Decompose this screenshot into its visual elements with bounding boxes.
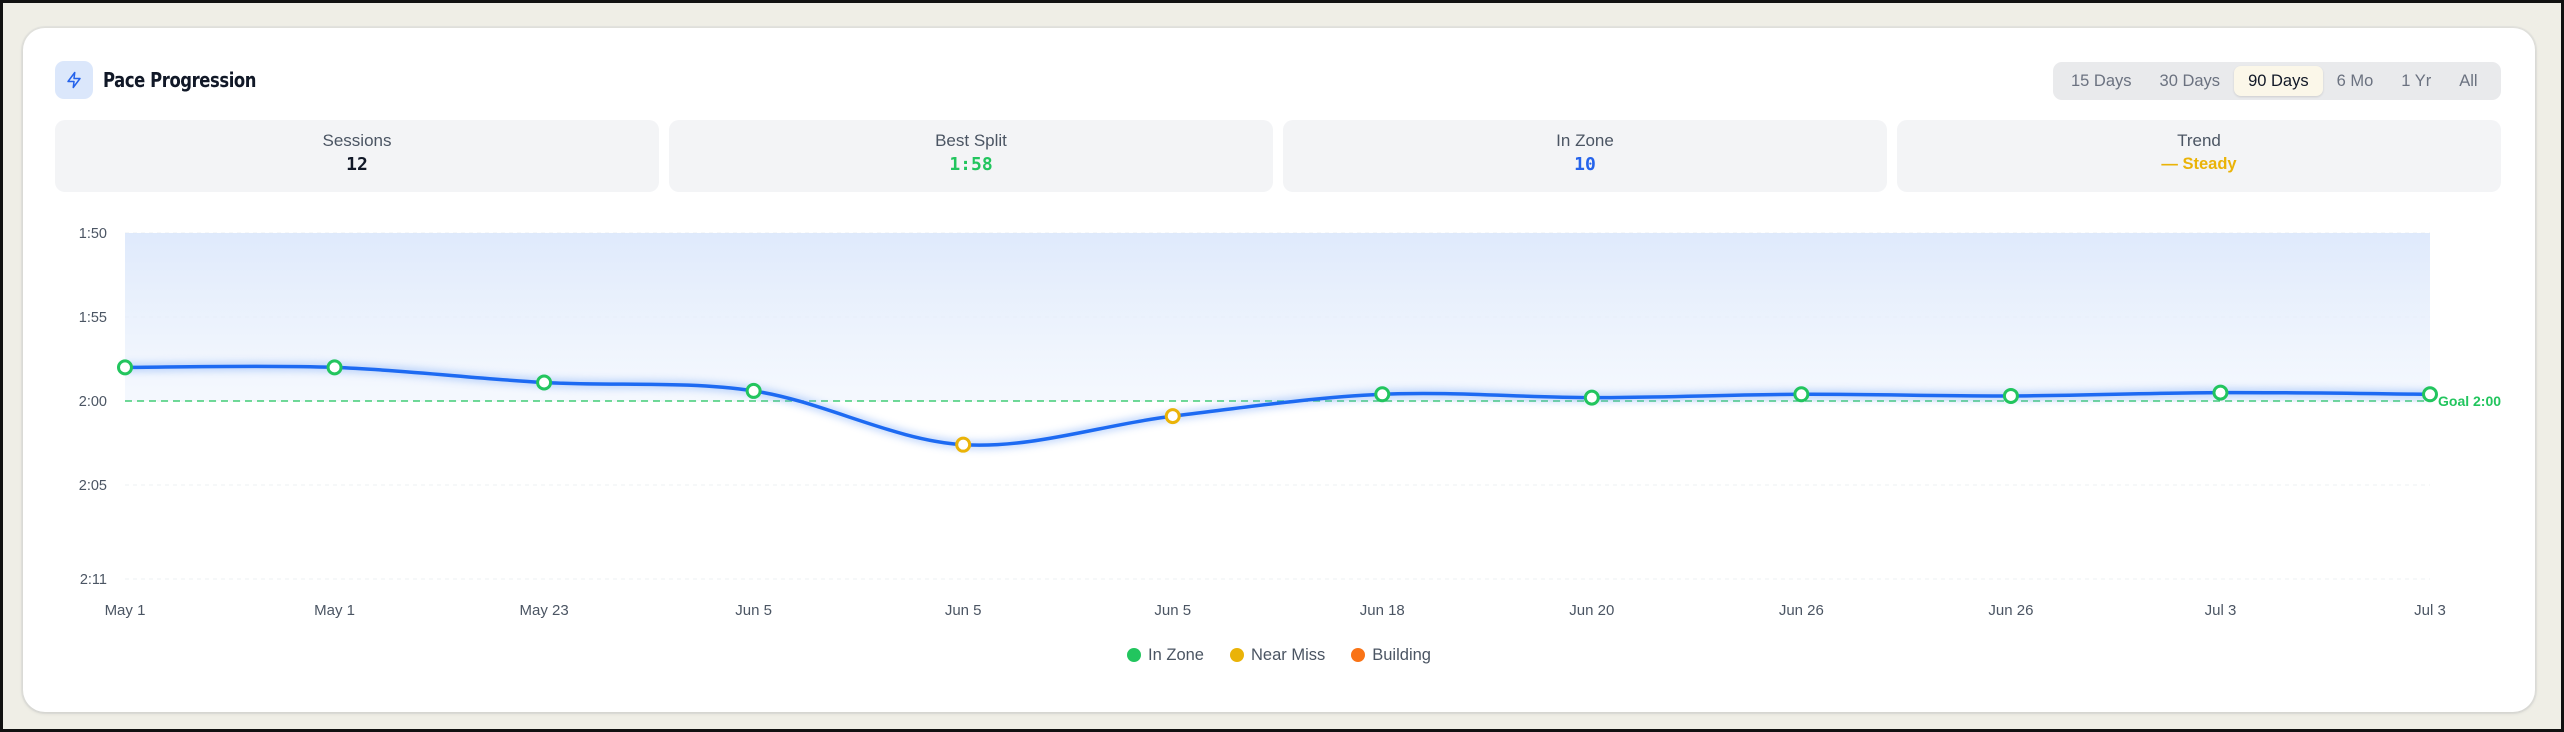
sessions-stat: Sessions 12 — [55, 120, 659, 192]
data-point-2 — [326, 359, 343, 376]
legend-near-miss-label: Near Miss — [1250, 645, 1326, 664]
range-30-days-button[interactable]: 30 Days — [2159, 72, 2221, 90]
y-tick-label: 1:50 — [79, 226, 107, 242]
y-tick-label: 2:00 — [79, 394, 107, 410]
trend-label: Trend — [2177, 131, 2221, 150]
sessions-label: Sessions — [322, 131, 392, 150]
range-90-days-button[interactable]: 90 Days — [2234, 66, 2323, 96]
data-point-3 — [536, 374, 553, 391]
data-point-5 — [955, 436, 972, 453]
trend-stat: Trend — Steady — [1897, 120, 2501, 192]
data-point-12 — [2422, 386, 2438, 403]
legend-in-zone: In Zone — [1127, 643, 1204, 667]
data-point-10 — [2002, 387, 2019, 404]
best-split-label: Best Split — [935, 131, 1007, 150]
building-dot-icon — [1351, 648, 1366, 662]
range-1-year-button[interactable]: 1 Yr — [2401, 72, 2432, 90]
sessions-value: 12 — [346, 154, 368, 175]
time-range-selector: 15 Days 30 Days 90 Days 6 Mo 1 Yr All — [2053, 62, 2501, 100]
legend-near-miss: Near Miss — [1229, 643, 1326, 667]
goal-label: Goal 2:00 — [2438, 393, 2501, 409]
y-tick-label: 2:05 — [79, 478, 107, 494]
pace-chart: Goal 2:00 1:50 1:55 2:00 2:05 2:11 May 1 May … — [79, 226, 2501, 619]
y-tick-label: 1:55 — [79, 310, 107, 326]
data-point-7 — [1374, 386, 1391, 403]
x-tick-label: May 1 — [105, 602, 146, 619]
x-tick-label: Jun 5 — [1154, 602, 1191, 619]
pace-progression-card: Pace Progression 15 Days 30 Days 90 Days… — [23, 28, 2535, 712]
y-tick-label: 2:11 — [80, 572, 107, 588]
x-tick-label: May 1 — [314, 602, 355, 619]
pace-area-fill — [125, 233, 2430, 401]
chart-legend: In Zone Near Miss Building — [23, 643, 2535, 667]
best-split-stat: Best Split 1:58 — [669, 120, 1273, 192]
x-tick-label: Jul 3 — [2414, 602, 2446, 619]
data-point-8 — [1583, 389, 1600, 406]
x-tick-label: Jun 18 — [1360, 602, 1405, 619]
x-tick-label: May 23 — [519, 602, 568, 619]
data-point-4 — [745, 382, 762, 399]
data-point-11 — [2212, 384, 2229, 401]
pace-line — [123, 364, 2432, 447]
x-tick-label: Jun 5 — [945, 602, 982, 619]
x-tick-label: Jun 5 — [735, 602, 772, 619]
legend-building: Building — [1351, 643, 1431, 667]
x-tick-label: Jun 26 — [1779, 602, 1824, 619]
trend-value: — Steady — [2161, 155, 2237, 173]
data-point-1 — [117, 359, 133, 376]
in-zone-dot-icon — [1127, 648, 1142, 662]
data-point-9 — [1793, 386, 1810, 403]
x-tick-label: Jul 3 — [2205, 602, 2237, 619]
x-tick-label: Jun 20 — [1569, 602, 1614, 619]
range-all-button[interactable]: All — [2459, 72, 2478, 90]
card-title: Pace Progression — [103, 68, 257, 92]
legend-in-zone-label: In Zone — [1148, 645, 1204, 664]
legend-building-label: Building — [1372, 645, 1431, 664]
data-point-6 — [1164, 408, 1181, 425]
best-split-value: 1:58 — [949, 154, 993, 175]
near-miss-dot-icon — [1229, 648, 1244, 662]
in-zone-value: 10 — [1574, 154, 1596, 175]
in-zone-stat: In Zone 10 — [1283, 120, 1887, 192]
lightning-icon — [55, 61, 93, 99]
range-6-months-button[interactable]: 6 Mo — [2336, 72, 2374, 90]
in-zone-label: In Zone — [1556, 131, 1614, 150]
x-tick-label: Jun 26 — [1988, 602, 2033, 619]
range-15-days-button[interactable]: 15 Days — [2071, 72, 2132, 90]
